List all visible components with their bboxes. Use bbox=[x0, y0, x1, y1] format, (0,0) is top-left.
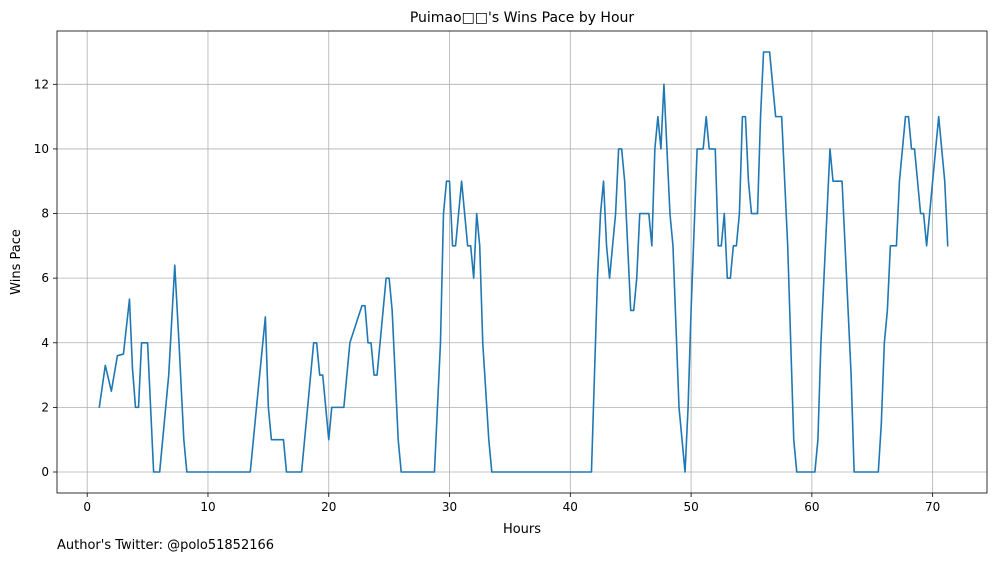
y-tick-label: 8 bbox=[41, 207, 49, 221]
x-tick-label: 30 bbox=[442, 500, 457, 514]
x-tick-label: 60 bbox=[804, 500, 819, 514]
x-tick-label: 10 bbox=[200, 500, 215, 514]
y-tick-label: 4 bbox=[41, 336, 49, 350]
x-tick-label: 0 bbox=[83, 500, 91, 514]
y-tick-label: 12 bbox=[34, 77, 49, 91]
x-tick-label: 50 bbox=[683, 500, 698, 514]
x-tick-label: 20 bbox=[321, 500, 336, 514]
plot-frame bbox=[56, 30, 988, 494]
chart-title: Puimao□□'s Wins Pace by Hour bbox=[410, 10, 635, 26]
axis-ticks: 0 10 20 30 40 50 60 70 0 2 4 6 8 10 12 bbox=[34, 77, 941, 514]
y-tick-label: 2 bbox=[41, 400, 49, 414]
y-tick-label: 10 bbox=[34, 142, 49, 156]
y-tick-label: 0 bbox=[41, 465, 49, 479]
x-axis-title: Hours bbox=[503, 522, 541, 537]
x-tick-label: 40 bbox=[563, 500, 578, 514]
plot-area bbox=[57, 31, 987, 493]
grid bbox=[57, 31, 987, 493]
wins-pace-line bbox=[98, 51, 949, 473]
y-tick-label: 6 bbox=[41, 271, 49, 285]
series-layer bbox=[98, 51, 949, 473]
author-footnote: Author's Twitter: @polo51852166 bbox=[57, 538, 275, 553]
x-tick-label: 70 bbox=[925, 500, 940, 514]
y-axis-title: Wins Pace bbox=[9, 229, 24, 295]
